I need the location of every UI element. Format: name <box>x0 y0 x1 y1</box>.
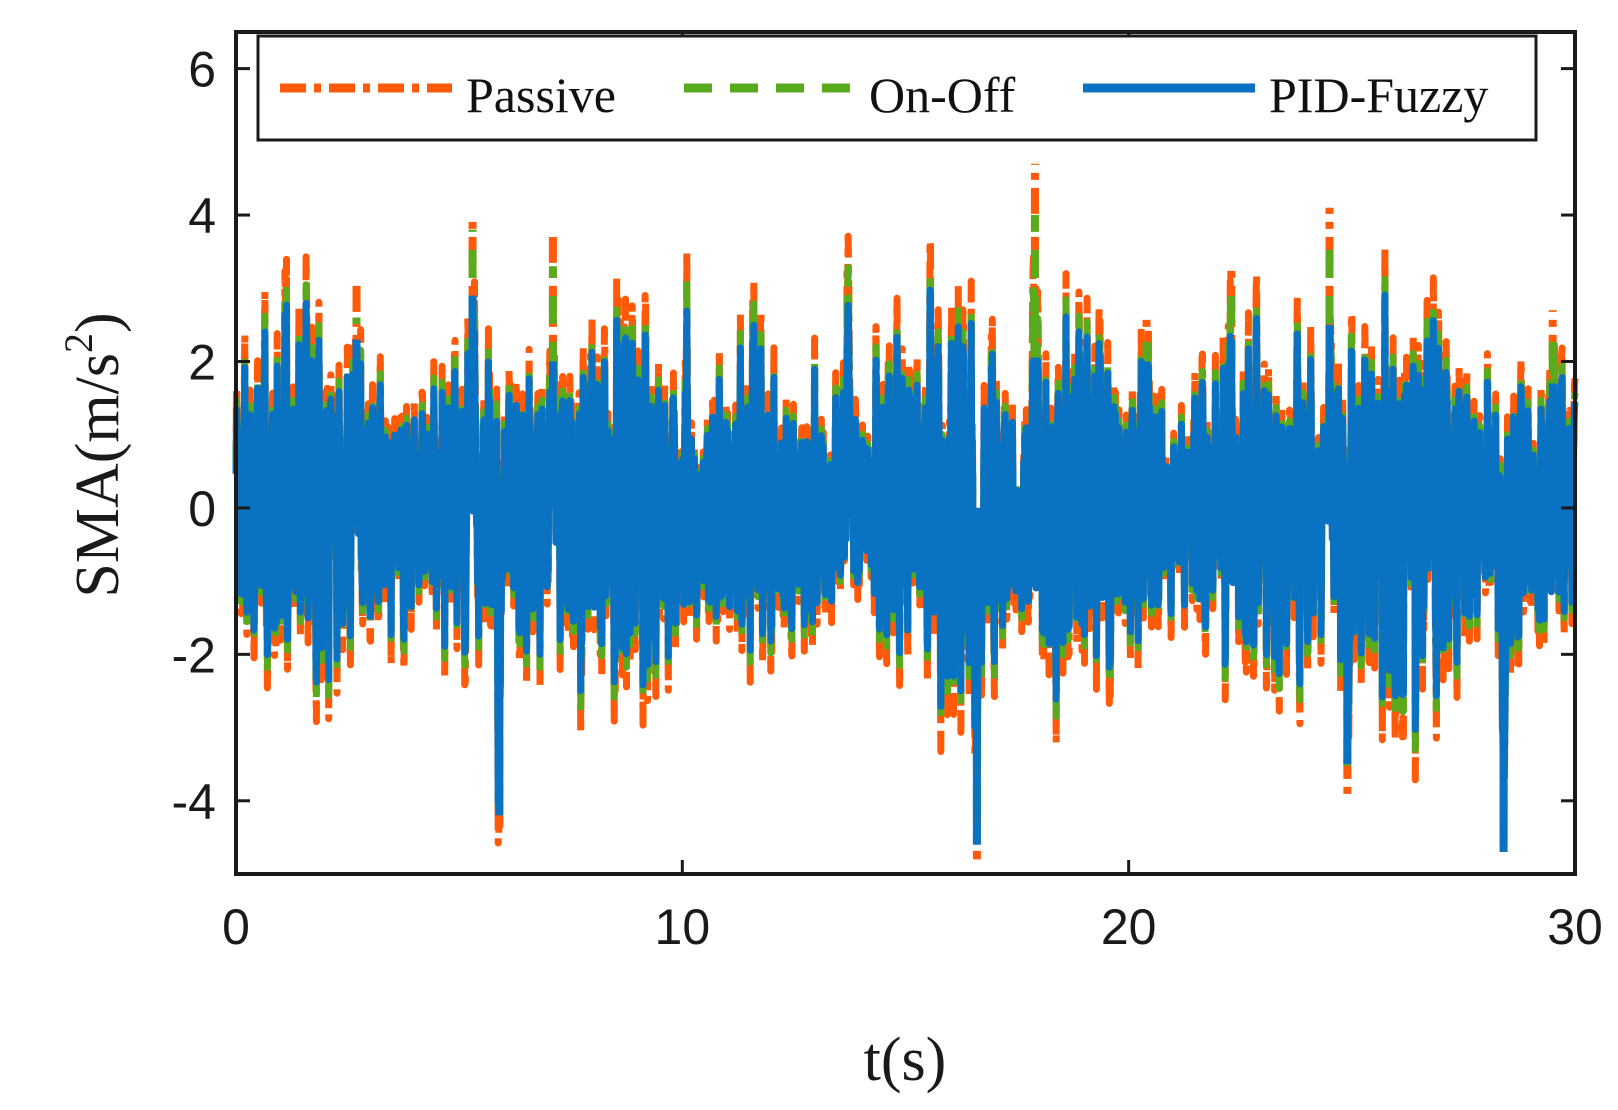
y-tick-label: -4 <box>172 774 216 830</box>
series-layer <box>232 163 1579 860</box>
series-line-pidfuzzy <box>232 286 1579 806</box>
x-tick-label: 30 <box>1547 899 1603 955</box>
x-tick-label: 10 <box>655 899 711 955</box>
x-tick-label: 20 <box>1101 899 1157 955</box>
legend-box <box>256 34 1538 142</box>
legend-label-passive: Passive <box>466 67 616 123</box>
y-tick-label: 2 <box>188 334 216 390</box>
legend-label-onoff: On-Off <box>869 67 1016 123</box>
y-tick-label: 6 <box>188 42 216 98</box>
y-tick-label: 0 <box>188 481 216 537</box>
axes-box <box>234 30 1577 876</box>
legend-label-pidfuzzy: PID-Fuzzy <box>1269 67 1488 123</box>
y-tick-label: -2 <box>172 627 216 683</box>
y-tick-label: 4 <box>188 188 216 244</box>
x-tick-label: 0 <box>222 899 250 955</box>
legend: Passive On-Off PID-Fuzzy <box>256 34 1538 142</box>
ticks-layer: 0 10 20 30 -4 -2 0 2 4 6 <box>172 32 1603 955</box>
y-axis-label: SMA(m/s2) <box>56 312 132 597</box>
x-axis-label: t(s) <box>864 1026 947 1094</box>
